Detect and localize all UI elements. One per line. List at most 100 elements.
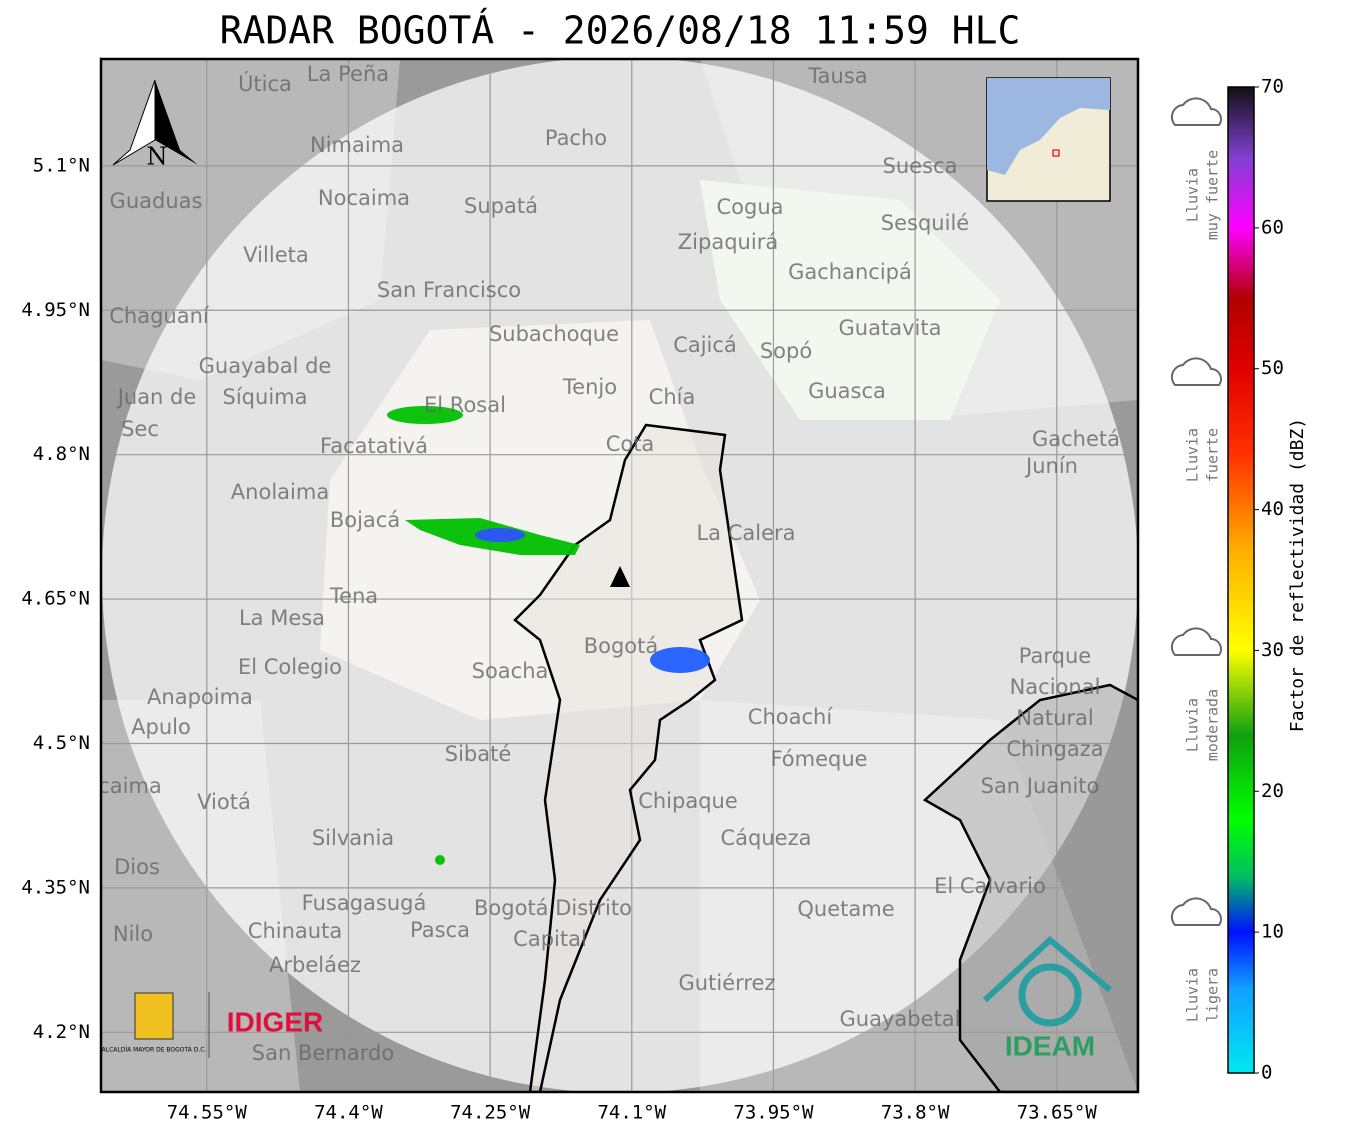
colorbar-tick-label: 50 — [1261, 357, 1284, 379]
place-label: Guasca — [808, 379, 886, 403]
rain-category-label: fuerte — [1204, 428, 1222, 482]
rain-category-label: Lluvia — [1184, 968, 1202, 1022]
place-label: Sibaté — [445, 742, 512, 766]
place-label: Bojacá — [330, 508, 400, 532]
place-label: Chía — [649, 385, 696, 409]
place-label: El Colegio — [238, 655, 342, 679]
place-label: Facatativá — [320, 434, 428, 458]
place-label: Fusagasugá — [302, 891, 427, 915]
rain-category-label: Lluvia — [1184, 698, 1202, 752]
place-label: Bogotá — [584, 634, 659, 658]
place-label: San Bernardo — [252, 1041, 394, 1065]
rain-category-label: Lluvia — [1184, 168, 1202, 222]
y-tick-label: 4.8°N — [33, 443, 90, 465]
place-label: Arbeláez — [269, 953, 361, 977]
place-label: Sesquilé — [881, 211, 969, 235]
place-label: Gutiérrez — [679, 971, 776, 995]
place-label: Útica — [238, 71, 292, 96]
map: La Peña Útica Tausa Pacho Nimaima Guaduas Noca… — [101, 59, 1138, 1092]
place-label: Dios — [114, 855, 160, 879]
rain-category-label: muy fuerte — [1204, 150, 1222, 240]
place-label: Parque — [1019, 644, 1091, 668]
cloud-icon — [1170, 97, 1222, 126]
y-tick-label: 4.95°N — [21, 299, 90, 321]
place-label: La Mesa — [239, 606, 325, 630]
rain-category-label: Lluvia — [1184, 428, 1202, 482]
place-label: Sopó — [760, 339, 812, 363]
place-label: Guatavita — [839, 316, 942, 340]
place-label: Chaguaní — [109, 304, 210, 328]
place-label: Chipaque — [638, 789, 738, 813]
logo-ideam: IDEAM — [1005, 1030, 1095, 1061]
x-tick-label: 73.8°W — [881, 1102, 950, 1124]
colorbar-tick-label: 40 — [1261, 498, 1284, 520]
place-label: Natural — [1016, 706, 1093, 730]
place-label: Viotá — [197, 790, 251, 814]
place-label: Tenjo — [562, 375, 617, 399]
place-label: Bogotá Distrito — [474, 896, 632, 920]
rain-category: Lluvia ligera — [1170, 897, 1222, 1022]
place-label: La Peña — [307, 62, 389, 86]
north-arrow: N — [147, 143, 168, 171]
place-label: Villeta — [243, 243, 308, 267]
x-tick-label: 74.4°W — [314, 1102, 383, 1124]
rain-category-label: ligera — [1204, 968, 1222, 1022]
x-tick-label: 74.55°W — [167, 1102, 248, 1124]
colorbar-tick-label: 60 — [1261, 216, 1284, 238]
place-label: Junín — [1024, 454, 1078, 478]
place-label: El Rosal — [424, 393, 506, 417]
place-label: Cajicá — [673, 333, 737, 357]
place-label: Pacho — [545, 126, 607, 150]
colorbar-tick-label: 0 — [1261, 1062, 1272, 1084]
place-label: Tausa — [807, 64, 867, 88]
place-label: Nacional — [1010, 675, 1101, 699]
y-tick-label: 4.65°N — [21, 588, 90, 610]
y-tick-label: 4.5°N — [33, 732, 90, 754]
place-label: Guayabal de — [199, 354, 332, 378]
place-label: San Juanito — [981, 774, 1100, 798]
rain-category: Lluvia muy fuerte — [1170, 97, 1222, 240]
place-label: Guayabetal — [840, 1007, 961, 1031]
cloud-icon — [1170, 897, 1222, 926]
x-tick-label: 74.25°W — [450, 1102, 531, 1124]
place-label: Fómeque — [770, 747, 867, 771]
logo-alcaldia: ALCALDÍA MAYOR DE BOGOTÁ D.C. — [102, 1047, 207, 1054]
place-label: Juan de — [116, 385, 197, 409]
place-label: Anolaima — [231, 480, 329, 504]
place-label: Choachí — [748, 705, 834, 729]
place-label: Nimaima — [310, 133, 404, 157]
place-label: Nocaima — [318, 186, 410, 210]
place-label: Anapoima — [147, 685, 253, 709]
rain-category-label: moderada — [1204, 689, 1222, 761]
y-tick-label: 4.35°N — [21, 876, 90, 898]
place-label: Soacha — [472, 659, 549, 683]
place-label: Suesca — [883, 154, 958, 178]
place-label: Gachetá — [1032, 427, 1120, 451]
title: RADAR BOGOTÁ - 2026/08/18 11:59 HLC — [220, 9, 1021, 53]
place-label: Capital — [513, 927, 587, 951]
place-label: Quetame — [797, 897, 894, 921]
colorbar-tick-label: 20 — [1261, 780, 1284, 802]
place-label: Apulo — [131, 715, 191, 739]
place-label: Gachancipá — [788, 260, 912, 284]
place-label: Cogua — [716, 195, 783, 219]
colorbar-tick-label: 30 — [1261, 639, 1284, 661]
place-label: Chinauta — [248, 919, 342, 943]
x-tick-label: 74.1°W — [597, 1102, 666, 1124]
place-label: Subachoque — [489, 322, 619, 346]
place-label: Cota — [606, 432, 655, 456]
place-label: Síquima — [223, 385, 308, 409]
x-tick-label: 73.95°W — [733, 1102, 814, 1124]
place-label: San Francisco — [377, 278, 521, 302]
place-label: Silvania — [312, 826, 394, 850]
place-label: Zipaquirá — [678, 230, 778, 254]
place-label: Sec — [121, 417, 159, 441]
rain-category: Lluvia fuerte — [1170, 357, 1222, 482]
x-tick-label: 73.65°W — [1017, 1102, 1098, 1124]
place-label: Chingaza — [1006, 737, 1103, 761]
rain-category: Lluvia moderada — [1170, 627, 1222, 761]
place-label: Nilo — [113, 922, 153, 946]
place-label: Cáqueza — [721, 826, 812, 850]
logo-idiger: IDIGER — [227, 1006, 323, 1037]
